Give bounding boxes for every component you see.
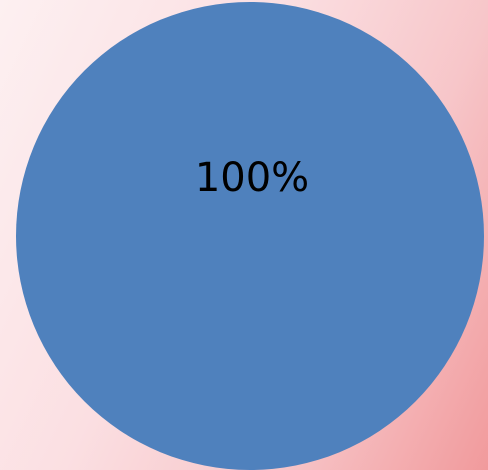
data-label: 100% bbox=[195, 155, 309, 201]
pie-slice bbox=[16, 2, 484, 470]
